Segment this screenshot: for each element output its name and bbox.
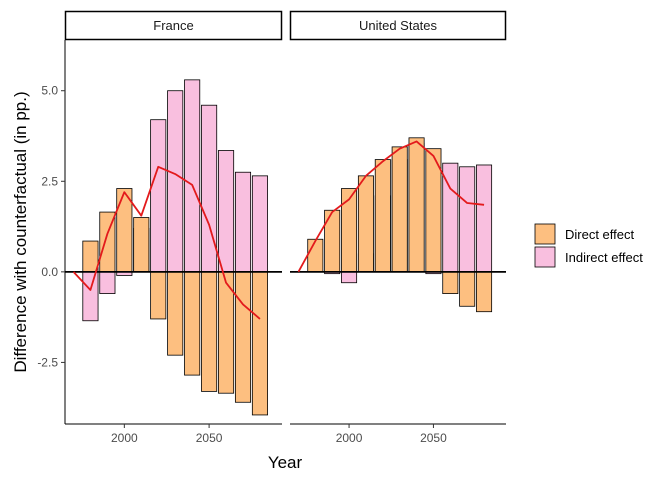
direct-effect-bar [234, 271, 252, 403]
y-tick-label: 2.5 [41, 174, 58, 188]
indirect-effect-bar [341, 271, 358, 284]
y-tick-label: 0.0 [41, 265, 58, 279]
legend-label-indirect: Indirect effect [565, 250, 643, 265]
legend-key-indirect [534, 246, 556, 268]
indirect-effect-bar [201, 104, 218, 273]
indirect-effect-bar [184, 79, 201, 273]
direct-effect-bar [459, 271, 476, 307]
indirect-effect-bar [99, 271, 116, 294]
facet-strip-label: United States [359, 18, 438, 33]
total-effect-line [297, 140, 485, 273]
indirect-effect-bar [150, 119, 167, 273]
direct-effect-bar [341, 188, 358, 273]
legend: Direct effect Indirect effect [534, 223, 643, 268]
indirect-effect-bar [251, 175, 268, 273]
direct-effect-bar [251, 271, 268, 416]
direct-effect-bar [374, 159, 391, 273]
indirect-effect-bar [218, 150, 235, 273]
y-tick-label: -2.5 [37, 355, 58, 369]
panel-2: United States 2000 2050 [289, 10, 507, 445]
indirect-effect-bar [476, 164, 493, 273]
indirect-effect-bar [167, 90, 184, 273]
direct-effect-bar [442, 271, 459, 294]
legend-label-direct: Direct effect [565, 227, 635, 242]
legend-key-direct [534, 223, 556, 245]
direct-effect-bar [476, 271, 493, 313]
direct-effect-bar [201, 271, 218, 392]
total-effect-line [72, 165, 261, 320]
x-tick-label: 2000 [111, 431, 138, 445]
indirect-effect-bar [234, 171, 252, 273]
facet-strip [289, 10, 507, 41]
direct-effect-bar [307, 238, 324, 273]
direct-effect-bar [391, 146, 408, 273]
direct-effect-bar [408, 137, 425, 273]
direct-effect-bar [357, 175, 374, 273]
direct-effect-bar [82, 240, 99, 273]
y-axis-title: Difference with counterfactual (in pp.) [11, 91, 30, 372]
indirect-effect-bar [459, 166, 476, 273]
direct-effect-bar [150, 271, 167, 320]
direct-effect-bar [133, 217, 150, 273]
x-tick-label: 2050 [196, 431, 223, 445]
panel-1: France -2.5 0.0 2.5 5.0 2000 2050 [37, 10, 283, 445]
y-tick-label: 5.0 [41, 84, 58, 98]
x-tick-label: 2050 [420, 431, 447, 445]
direct-effect-bar [167, 271, 184, 356]
direct-effect-bar [184, 271, 201, 376]
facet-strip-label: France [153, 18, 193, 33]
facet-strip [64, 10, 283, 41]
x-axis-title: Year [268, 453, 303, 472]
indirect-effect-bar [82, 271, 99, 322]
x-tick-label: 2000 [336, 431, 363, 445]
